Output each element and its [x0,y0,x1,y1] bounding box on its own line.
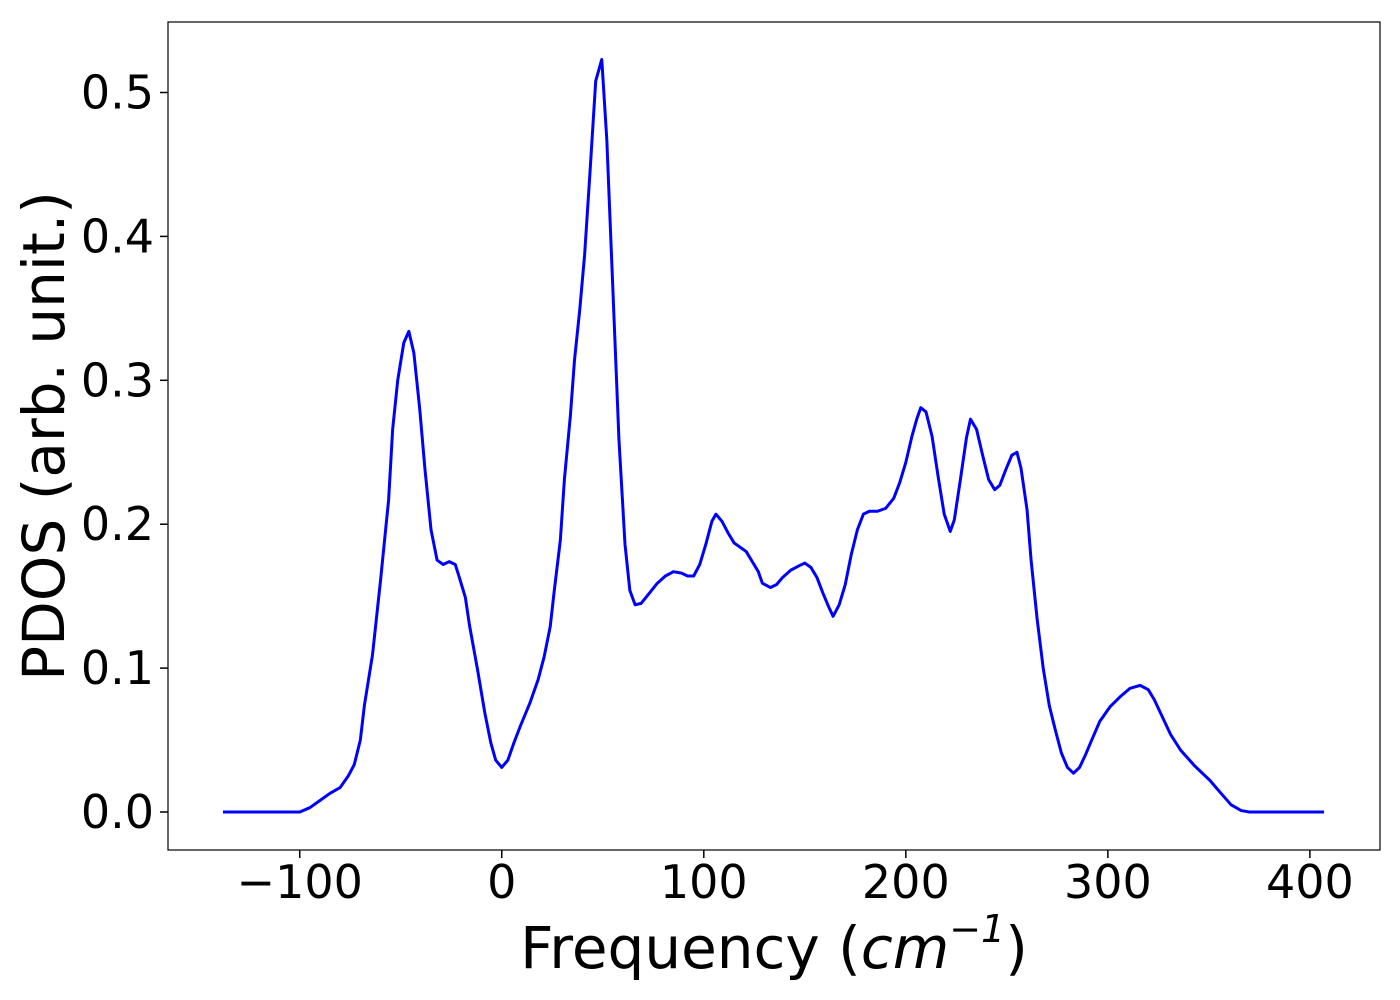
x-tick-label: −100 [237,855,363,909]
x-label-text: Frequency ( [520,914,861,982]
y-tick-label: 0.5 [81,66,154,120]
y-tick-label: 0.4 [81,209,154,263]
x-tick-label: 400 [1266,855,1354,909]
y-tick-label: 0.3 [81,353,154,407]
y-tick-label: 0.2 [81,497,154,551]
x-tick-label: 300 [1064,855,1152,909]
x-tick-label: 100 [660,855,748,909]
y-axis-label: PDOS (arb. unit.) [10,191,78,681]
x-label-superscript: −1 [949,907,1005,951]
x-label-close: ) [1005,914,1028,982]
y-tick-label: 0.1 [81,641,154,695]
x-tick-label: 0 [487,855,516,909]
x-label-math: cm [861,914,949,982]
y-tick-label: 0.0 [81,785,154,839]
plot-frame [167,21,1381,851]
x-axis-label: Frequency (cm−1) [520,907,1028,982]
x-tick-label: 200 [862,855,950,909]
data-line [222,57,1325,814]
